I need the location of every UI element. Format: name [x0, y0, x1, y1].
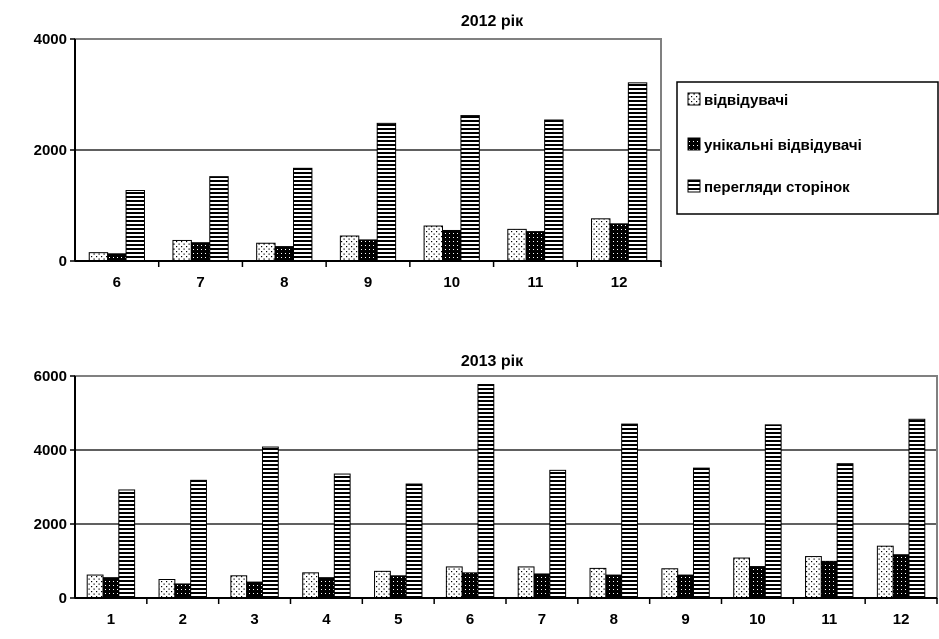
chart-2013-bar-unique-visitors [533, 573, 551, 599]
chart-2013-bar-unique-visitors [892, 554, 910, 599]
chart-2013-bar-pageviews [190, 479, 207, 599]
chart-2013-ytick-label: 0 [59, 590, 67, 607]
chart-2013-title: 2013 рік [461, 353, 524, 370]
chart-2012-bar-unique-visitors [525, 231, 546, 262]
chart-2012: 2012 рік 0 2000 4000 6 7 8 9 10 11 12 [34, 13, 662, 291]
chart-2012-xtick-label: 7 [196, 274, 204, 291]
chart-2013-bar-visitors [661, 568, 679, 599]
chart-2012-bar-pageviews [627, 82, 648, 262]
chart-2012-bar-unique-visitors [358, 239, 378, 262]
chart-2013-bar-pageviews [908, 418, 926, 599]
chart-2012-bar-pageviews [460, 115, 480, 262]
chart-2013-bar-visitors [517, 566, 535, 599]
chart-2012-bar-visitors [591, 218, 611, 262]
chart-2013-bar-pageviews [549, 469, 567, 599]
chart-2012-xtick-label: 9 [364, 274, 372, 291]
chart-2013-xtick-label: 9 [681, 611, 689, 628]
chart-2013-bar-pageviews [692, 467, 710, 599]
chart-2012-bar-unique-visitors [107, 253, 127, 262]
chart-2013-bar-unique-visitors [461, 572, 479, 599]
chart-2013-bar-unique-visitors [749, 566, 766, 599]
legend-label-pageviews: перегляди сторінок [704, 179, 850, 196]
chart-2013-bar-unique-visitors [389, 575, 407, 599]
chart-2012-bar-visitors [88, 252, 109, 262]
chart-2012-bar-pageviews [376, 122, 397, 262]
legend-label-unique-visitors: унікальні відвідувачі [704, 137, 862, 154]
chart-2012-bar-unique-visitors [442, 229, 462, 262]
chart-2013-bar-visitors [86, 574, 104, 599]
chart-2012-bar-pageviews [209, 176, 229, 262]
chart-2013-bar-visitors [876, 545, 894, 599]
chart-2013-bar-pageviews [764, 424, 782, 599]
legend-swatch-visitors [687, 92, 701, 106]
chart-2013-ytick-label: 2000 [34, 516, 67, 533]
chart-2012-bar-unique-visitors [274, 246, 294, 262]
chart-2012-ytick-label: 2000 [34, 142, 67, 159]
chart-2012-bar-visitors [172, 239, 192, 262]
chart-2013-bar-unique-visitors [174, 583, 192, 599]
chart-2013-bar-pageviews [836, 463, 854, 599]
chart-2012-bar-visitors [423, 225, 444, 262]
legend-label-visitors: відвідувачі [704, 92, 788, 109]
chart-2013-xtick-label: 2 [179, 611, 187, 628]
chart-2013-xtick-label: 5 [394, 611, 402, 628]
chart-2012-xtick-label: 6 [113, 274, 121, 291]
chart-2013-bar-unique-visitors [677, 574, 694, 599]
legend: відвідувачі унікальні відвідувачі перегл… [676, 81, 939, 215]
chart-2013-xtick-label: 4 [322, 611, 331, 628]
chart-2012-bar-unique-visitors [609, 223, 629, 262]
chart-2013-ytick-label: 6000 [34, 368, 67, 385]
chart-2013-bar-visitors [302, 572, 320, 599]
chart-2013-bar-visitors [445, 566, 463, 599]
legend-swatch-unique-visitors [687, 137, 701, 151]
chart-2012-bar-visitors [507, 228, 527, 262]
chart-2013-bar-visitors [158, 579, 176, 599]
chart-2012-xtick-label: 12 [611, 274, 628, 291]
chart-2013-xtick-label: 11 [821, 611, 837, 628]
chart-2012-xtick-label: 10 [443, 274, 460, 291]
chart-2012-xtick-label: 8 [280, 274, 288, 291]
chart-2013-bar-visitors [230, 575, 248, 599]
chart-2013-xtick-label: 12 [893, 611, 910, 628]
chart-2013-bar-visitors [589, 567, 607, 599]
chart-2012-bar-pageviews [125, 190, 145, 262]
chart-2013-bar-pageviews [333, 473, 351, 599]
chart-2013-bar-pageviews [118, 489, 136, 599]
chart-2013-xtick-label: 6 [466, 611, 474, 628]
chart-2013-bar-pageviews [405, 483, 423, 599]
chart-2012-bar-visitors [256, 242, 276, 262]
chart-2012-title: 2012 рік [461, 13, 524, 30]
chart-2013-bar-visitors [374, 570, 391, 599]
chart-2013-xtick-label: 1 [107, 611, 115, 628]
chart-2012-bar-pageviews [292, 167, 313, 262]
chart-2013-xtick-label: 10 [749, 611, 766, 628]
chart-2012-bar-unique-visitors [190, 242, 211, 262]
chart-2013-bar-visitors [733, 557, 751, 599]
chart-2012-ytick-label: 4000 [34, 31, 67, 48]
chart-2013-xtick-label: 8 [610, 611, 618, 628]
chart-2013-xtick-label: 3 [250, 611, 258, 628]
chart-2013-bar-pageviews [621, 423, 638, 599]
chart-2012-bar-visitors [339, 235, 360, 262]
chart-2013-bar-unique-visitors [605, 574, 623, 599]
chart-2013-bar-unique-visitors [102, 577, 120, 599]
chart-2013-bar-unique-visitors [246, 581, 263, 599]
chart-2013-bar-unique-visitors [820, 560, 838, 599]
chart-2013-bar-pageviews [261, 446, 279, 599]
chart-2013-bar-visitors [805, 556, 822, 599]
legend-swatch-pageviews [687, 179, 701, 193]
chart-2013-xtick-label: 7 [538, 611, 546, 628]
chart-2013-ytick-label: 4000 [34, 442, 67, 459]
chart-2012-bar-pageviews [544, 119, 564, 262]
chart-2012-xtick-label: 11 [527, 274, 543, 291]
chart-2013-bar-unique-visitors [318, 577, 335, 599]
chart-2012-ytick-label: 0 [59, 253, 67, 270]
legend-box [676, 81, 939, 215]
chart-2013-bar-pageviews [477, 384, 495, 599]
